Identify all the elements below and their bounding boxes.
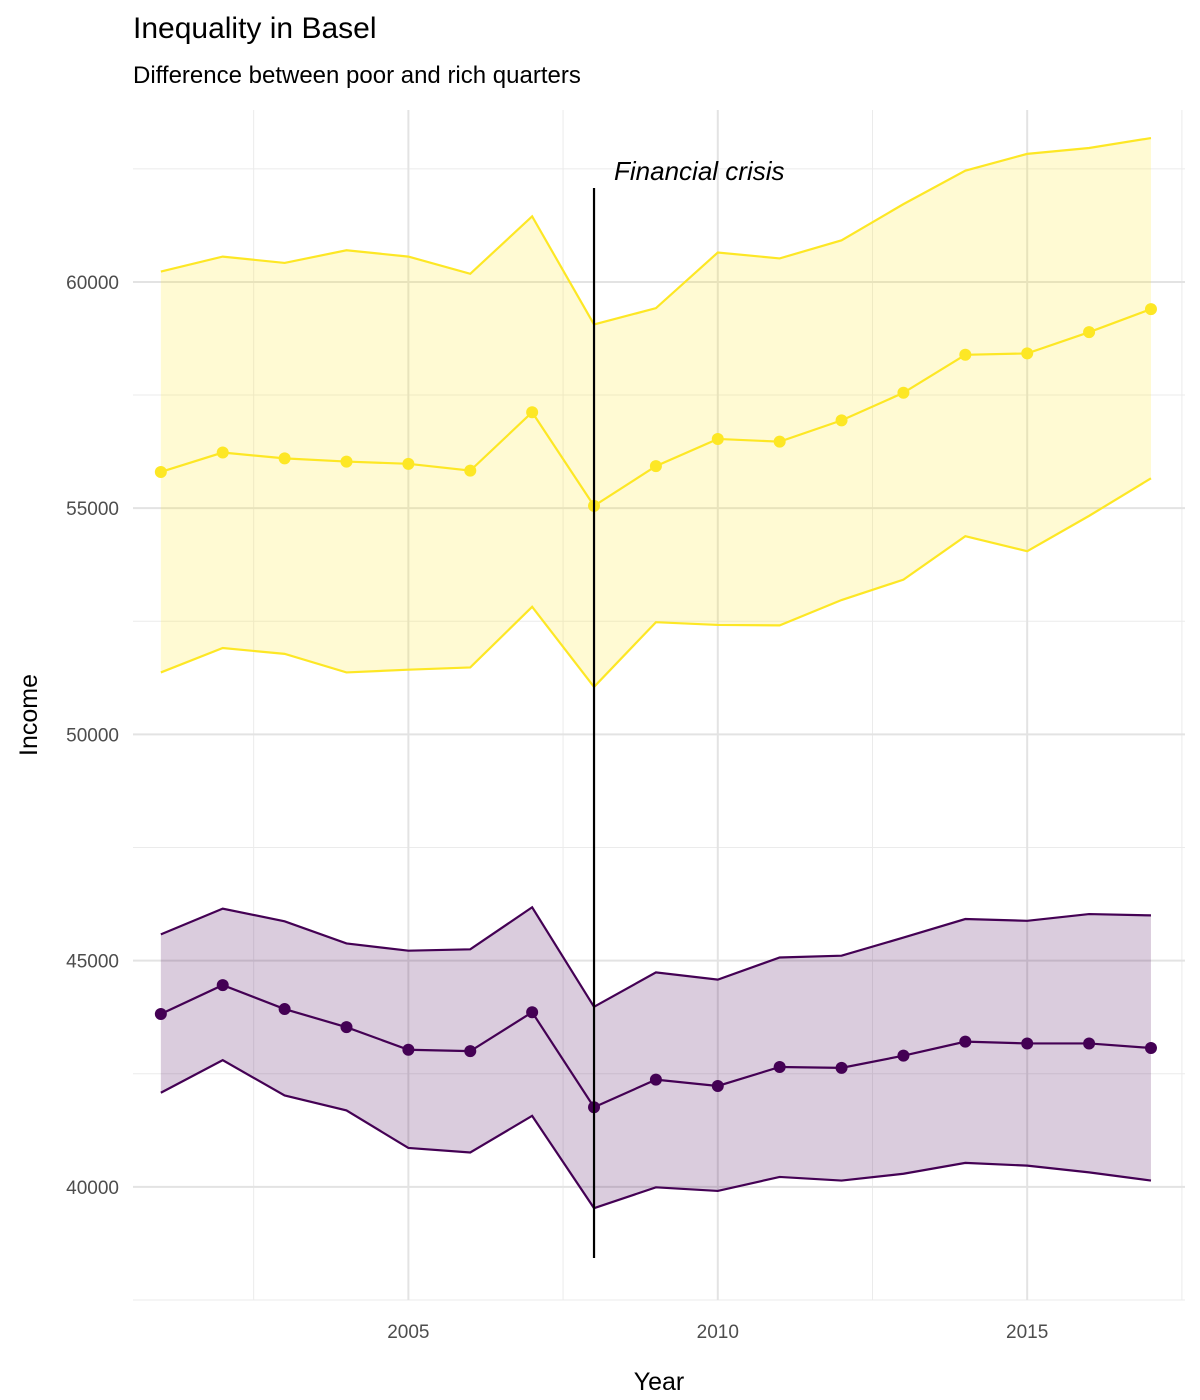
data-point <box>1083 326 1096 339</box>
data-point <box>1144 303 1157 316</box>
lower-bound-line <box>160 1058 1152 1210</box>
confidence-band <box>160 907 1151 1209</box>
data-point <box>959 1035 972 1048</box>
data-point <box>773 435 786 448</box>
data-point <box>278 452 291 465</box>
data-point <box>402 457 415 470</box>
data-point <box>1021 1037 1034 1050</box>
y-tick-label: 55000 <box>66 499 119 520</box>
confidence-band <box>160 138 1151 687</box>
upper-bound-line <box>160 905 1151 1009</box>
data-point <box>835 1061 848 1074</box>
chart-subtitle: Difference between poor and rich quarter… <box>133 62 581 89</box>
y-tick-label: 50000 <box>66 725 119 746</box>
data-point <box>464 464 477 477</box>
series-1 <box>154 905 1157 1210</box>
data-point <box>402 1043 415 1056</box>
data-point <box>154 1008 167 1021</box>
x-axis-title: Year <box>634 1368 685 1396</box>
crisis-annotation: Financial crisis <box>614 156 785 186</box>
data-point <box>1021 347 1034 360</box>
data-point <box>526 406 539 419</box>
data-point <box>959 348 972 361</box>
data-point <box>1144 1041 1157 1054</box>
data-point <box>835 414 848 427</box>
y-tick-label: 40000 <box>66 1178 119 1199</box>
series-0 <box>154 136 1157 689</box>
data-point <box>773 1060 786 1073</box>
data-point <box>897 386 910 399</box>
data-point <box>649 460 662 473</box>
chart-title: Inequality in Basel <box>133 12 377 45</box>
data-point <box>711 1079 724 1092</box>
data-point <box>278 1003 291 1016</box>
x-tick-label: 2005 <box>387 1322 429 1343</box>
data-point <box>340 1021 353 1034</box>
data-point <box>526 1006 539 1019</box>
x-tick-label: 2015 <box>1006 1322 1048 1343</box>
data-point <box>1083 1037 1096 1050</box>
data-point <box>154 465 167 478</box>
data-point <box>216 446 229 459</box>
upper-bound-line <box>160 136 1152 326</box>
data-point <box>216 979 229 992</box>
data-point <box>464 1045 477 1058</box>
lower-bound-line <box>160 477 1152 689</box>
data-point <box>711 432 724 445</box>
y-axis-title: Income <box>15 674 43 756</box>
data-point <box>340 455 353 468</box>
data-point <box>897 1049 910 1062</box>
data-point <box>649 1073 662 1086</box>
y-tick-label: 60000 <box>66 273 119 294</box>
y-tick-label: 45000 <box>66 952 119 973</box>
x-tick-label: 2010 <box>697 1322 739 1343</box>
